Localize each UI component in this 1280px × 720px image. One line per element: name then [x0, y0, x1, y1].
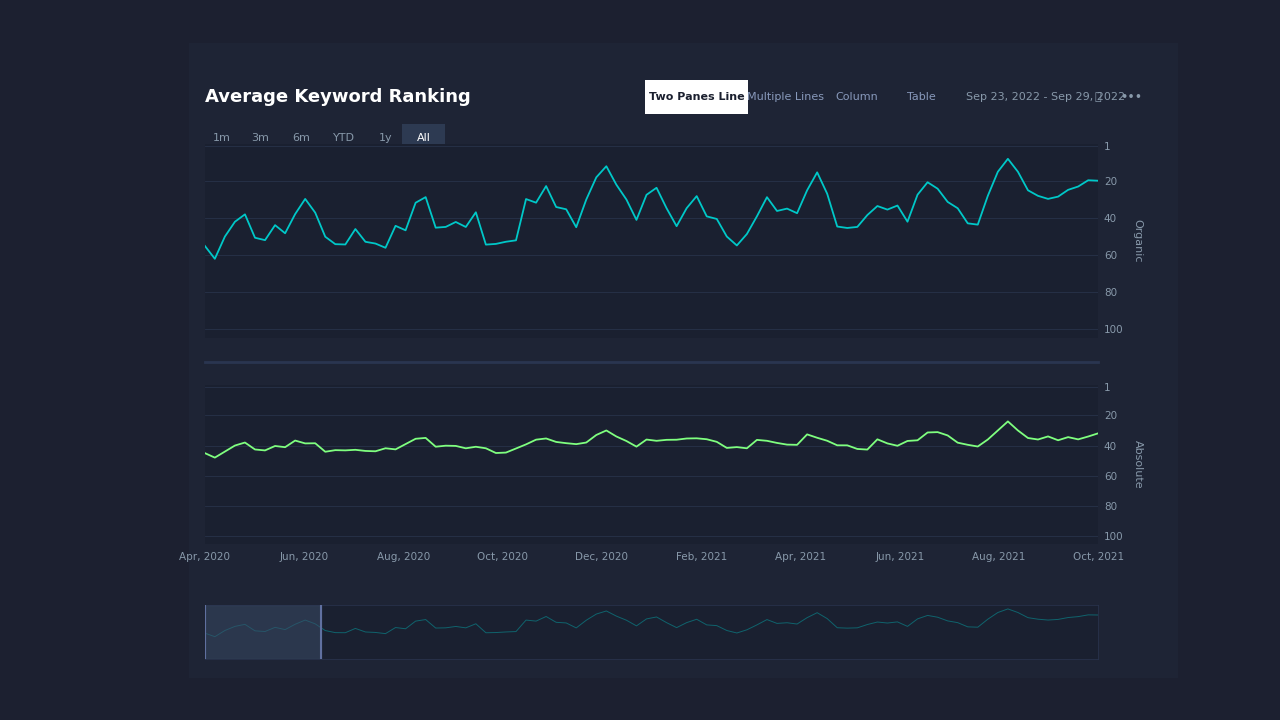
Text: •••: •••	[1120, 91, 1142, 104]
Text: Sep 23, 2022 - Sep 29, 2022: Sep 23, 2022 - Sep 29, 2022	[966, 92, 1125, 102]
Text: YTD: YTD	[333, 133, 356, 143]
Text: Multiple Lines: Multiple Lines	[748, 92, 824, 102]
Bar	[205, 605, 321, 659]
Text: 6m: 6m	[292, 133, 310, 143]
Text: Table: Table	[908, 92, 936, 102]
Text: 3m: 3m	[251, 133, 269, 143]
Y-axis label: Organic: Organic	[1133, 220, 1143, 263]
Text: All: All	[417, 133, 430, 143]
Text: 1m: 1m	[212, 133, 230, 143]
Text: 📅: 📅	[1094, 92, 1101, 102]
Text: Column: Column	[835, 92, 878, 102]
Text: Average Keyword Ranking: Average Keyword Ranking	[205, 88, 471, 106]
Text: 1y: 1y	[379, 133, 392, 143]
Text: Two Panes Line: Two Panes Line	[649, 92, 744, 102]
Y-axis label: Absolute: Absolute	[1133, 440, 1143, 489]
